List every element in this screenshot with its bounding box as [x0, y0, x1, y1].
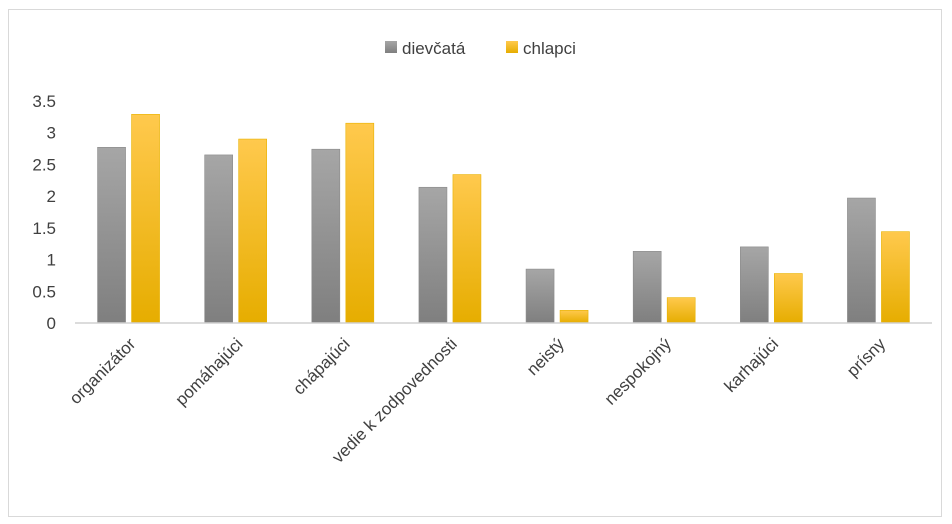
bar-chlapci-2 — [345, 122, 375, 324]
bar-dievcata-1 — [204, 154, 233, 324]
x-tick-label: neistý — [523, 334, 568, 379]
legend-label-chlapci: chlapci — [523, 39, 576, 58]
y-tick-label: 2.5 — [32, 155, 56, 174]
bar-dievcata-0 — [97, 147, 126, 324]
bar-dievcata-3 — [418, 186, 448, 324]
chart-frame — [8, 9, 942, 517]
bar-chlapci-5 — [666, 297, 696, 324]
y-tick-label: 0.5 — [32, 282, 56, 301]
x-tick-label: prísny — [843, 334, 890, 381]
y-tick-label: 2 — [47, 187, 56, 206]
legend-swatch-chlapci — [506, 41, 518, 53]
bar-dievcata-6 — [740, 246, 769, 324]
bar-chlapci-4 — [559, 310, 589, 324]
x-tick-label: karhajúci — [721, 334, 783, 396]
legend-swatch-dievcata — [385, 41, 397, 53]
y-tick-label: 1 — [47, 251, 56, 270]
y-tick-label: 3 — [47, 124, 56, 143]
x-tick-label: pomáhajúci — [172, 334, 247, 409]
y-tick-label: 1.5 — [32, 219, 56, 238]
bar-chlapci-3 — [452, 174, 482, 324]
bar-chlapci-6 — [774, 273, 803, 324]
x-tick-label: nespokojný — [601, 334, 676, 409]
y-axis: 0 0.5 1 1.5 2 2.5 3 3.5 — [32, 92, 56, 333]
bar-dievcata-7 — [847, 197, 876, 324]
bar-chlapci-1 — [238, 138, 267, 324]
bar-dievcata-5 — [632, 251, 662, 324]
bars — [97, 114, 910, 324]
y-tick-label: 3.5 — [32, 92, 56, 111]
y-tick-label: 0 — [47, 314, 56, 333]
legend: dievčatá chlapci — [385, 39, 576, 58]
x-tick-label: vedie k zodpovednosti — [328, 334, 460, 466]
bar-dievcata-4 — [525, 268, 555, 324]
bar-chlapci-0 — [131, 114, 160, 324]
x-tick-label: chápajúci — [289, 334, 353, 398]
bar-dievcata-2 — [311, 148, 341, 324]
legend-label-dievcata: dievčatá — [402, 39, 466, 58]
x-tick-label: organizátor — [66, 334, 140, 408]
bar-chlapci-7 — [881, 231, 910, 324]
